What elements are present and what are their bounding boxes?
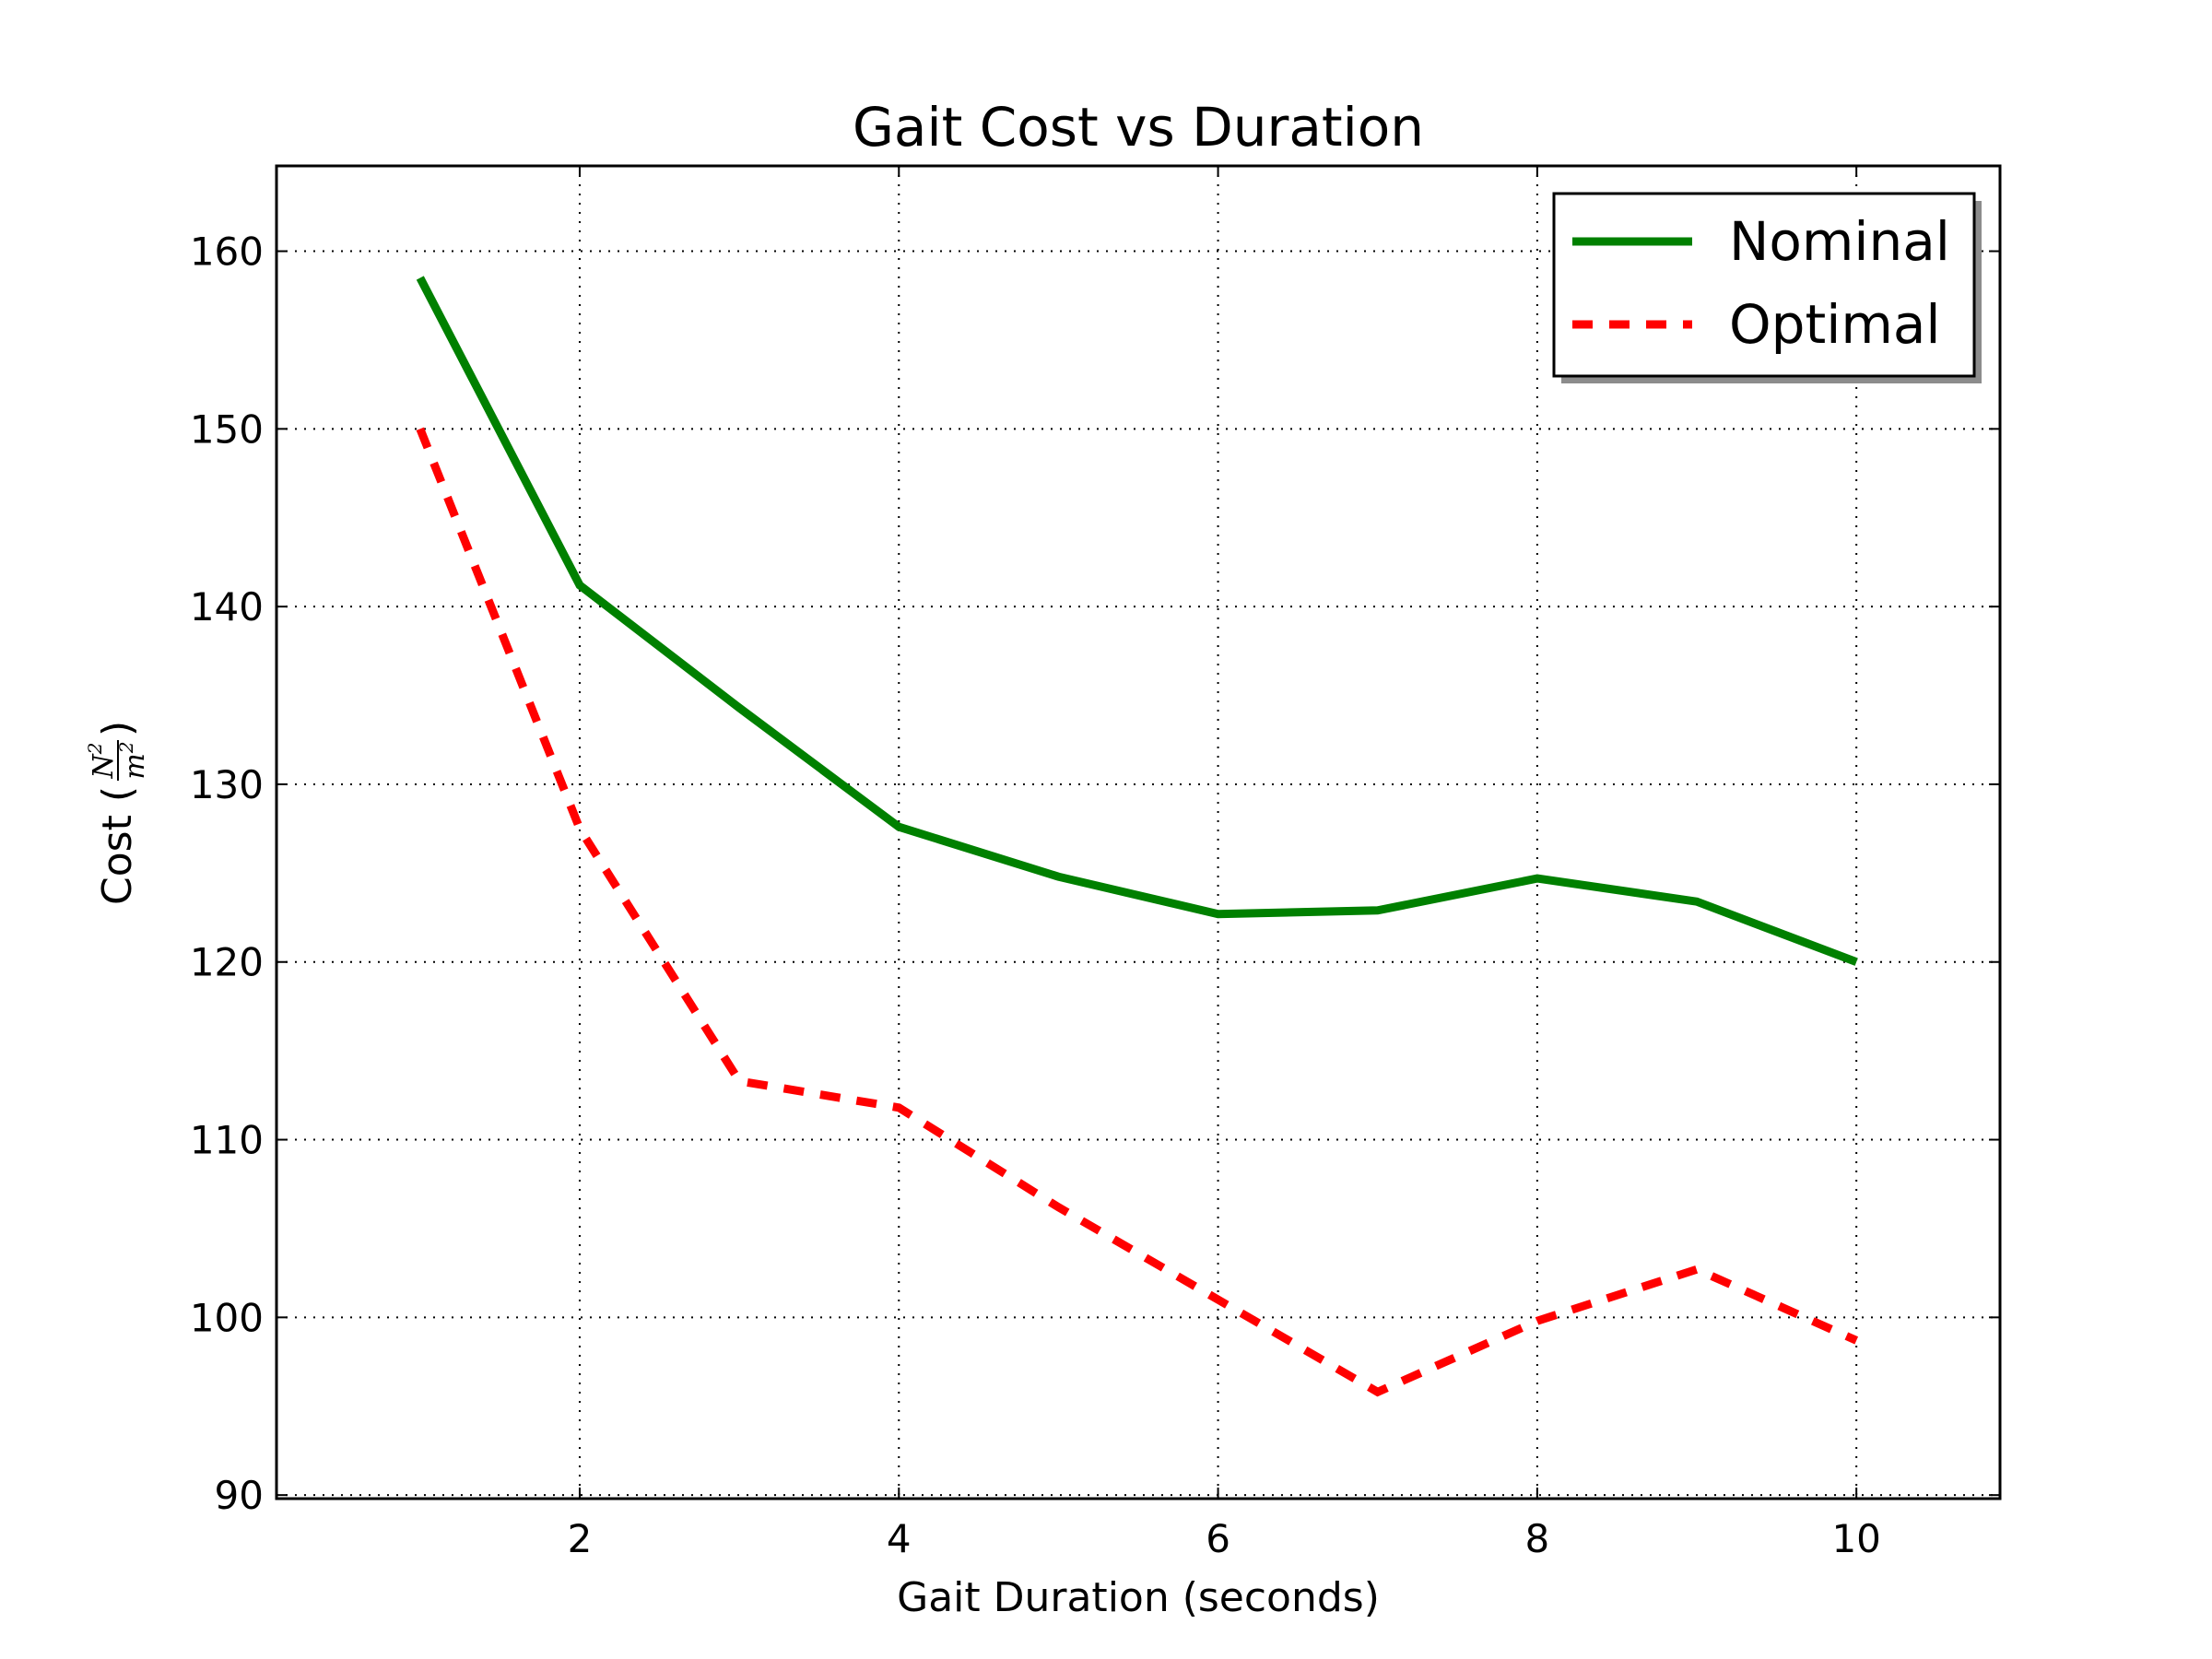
x-tick-label: 10 xyxy=(1831,1516,1880,1561)
legend-label-nominal: Nominal xyxy=(1729,210,1950,273)
x-tick-label: 6 xyxy=(1206,1516,1230,1561)
x-tick-label: 2 xyxy=(568,1516,593,1561)
y-tick-label: 130 xyxy=(190,762,264,807)
axis-ticks: 2 4 6 8 10 90 100 110 120 130 140 150 160 xyxy=(190,166,2000,1561)
unit-denominator: m2 xyxy=(115,741,151,779)
y-axis-label-text: Cost ( xyxy=(94,786,141,905)
plot-series xyxy=(416,276,1859,1397)
y-axis-label: Cost ( N2 m2 ) xyxy=(84,721,151,905)
x-tick-label: 4 xyxy=(887,1516,912,1561)
x-axis-label: Gait Duration (seconds) xyxy=(897,1574,1380,1621)
legend-label-optimal: Optimal xyxy=(1729,293,1940,356)
y-tick-label: 140 xyxy=(190,584,264,629)
y-axis-label-close: ) xyxy=(94,721,141,736)
series-line-nominal xyxy=(416,276,1858,966)
y-tick-label: 90 xyxy=(215,1473,264,1518)
series-line-optimal xyxy=(416,427,1859,1397)
y-tick-label: 160 xyxy=(190,229,264,275)
legend-box xyxy=(1552,192,1976,378)
y-tick-label: 110 xyxy=(190,1118,264,1163)
legend: Nominal Optimal xyxy=(1552,192,1982,383)
chart-title: Gait Cost vs Duration xyxy=(853,96,1424,159)
unit-numerator: N2 xyxy=(84,743,120,780)
plot-frame xyxy=(275,164,2002,1500)
y-tick-label: 150 xyxy=(190,406,264,452)
y-axis-unit-fraction: N2 m2 xyxy=(84,740,151,781)
x-tick-label: 8 xyxy=(1525,1516,1550,1561)
y-tick-label: 100 xyxy=(190,1295,264,1340)
y-tick-label: 120 xyxy=(190,940,264,985)
